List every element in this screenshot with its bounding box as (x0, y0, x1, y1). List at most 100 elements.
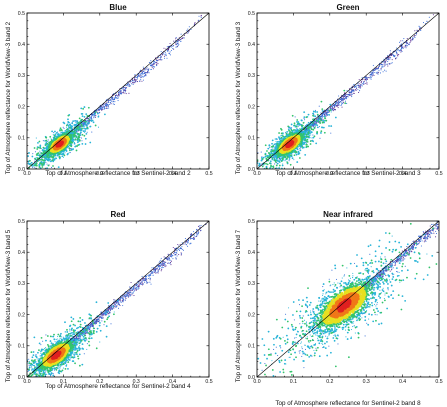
data-point (312, 134, 314, 136)
data-point (72, 148, 74, 150)
data-point (34, 167, 36, 169)
data-point (391, 62, 393, 64)
data-point (345, 95, 347, 97)
data-point (327, 114, 329, 116)
data-point (393, 56, 396, 58)
data-point (103, 108, 105, 110)
data-point (291, 157, 294, 160)
data-point (141, 76, 144, 78)
data-point (375, 72, 377, 74)
data-point (272, 147, 274, 149)
data-point (401, 46, 404, 48)
data-point (354, 89, 357, 91)
data-point (164, 51, 166, 53)
data-point (323, 109, 325, 111)
data-point (81, 115, 84, 118)
data-point (67, 114, 70, 117)
data-point (82, 130, 85, 133)
data-point (51, 130, 53, 133)
data-point (152, 68, 154, 70)
data-point (382, 61, 384, 63)
data-point (47, 156, 50, 159)
data-point (153, 60, 155, 62)
data-point (67, 118, 69, 121)
data-point (73, 124, 76, 126)
data-point (40, 152, 43, 155)
data-point (99, 108, 101, 110)
data-point (395, 50, 397, 52)
data-point (134, 73, 136, 76)
data-point (432, 14, 434, 16)
data-point (316, 126, 319, 129)
data-point (390, 52, 392, 54)
data-point (137, 75, 139, 77)
data-point (395, 52, 397, 54)
data-point (113, 92, 115, 95)
data-point (32, 166, 34, 169)
y-tick-label: 0.0 (18, 167, 25, 173)
data-point (85, 132, 88, 135)
y-tick-label: 0.3 (18, 73, 25, 79)
data-point (346, 93, 348, 95)
data-point (338, 98, 341, 100)
data-point (82, 123, 84, 125)
data-point (58, 153, 60, 156)
data-point (73, 142, 76, 145)
data-point (272, 152, 275, 155)
data-point (88, 118, 91, 121)
data-point (69, 144, 71, 147)
data-point (17, 156, 19, 158)
data-point (46, 163, 48, 165)
data-point (14, 180, 16, 182)
data-point (13, 164, 15, 166)
data-point (146, 72, 148, 74)
data-point (338, 95, 340, 97)
data-point (357, 86, 359, 88)
data-point (396, 54, 398, 56)
data-point (324, 111, 326, 113)
data-point (354, 86, 356, 88)
data-point (275, 140, 277, 142)
data-point (45, 161, 47, 164)
data-point (299, 147, 301, 149)
data-point (61, 153, 64, 156)
data-point (36, 148, 39, 150)
data-point (171, 45, 174, 47)
data-point (93, 113, 96, 116)
data-point (37, 172, 39, 174)
data-point (52, 156, 55, 159)
data-point (402, 47, 404, 49)
data-point (384, 64, 386, 66)
data-point (428, 16, 430, 18)
data-point (91, 131, 93, 133)
data-point (333, 107, 335, 109)
data-point (303, 111, 306, 114)
data-point (103, 107, 105, 109)
data-point (159, 58, 162, 60)
data-point (397, 55, 399, 57)
data-point (117, 97, 119, 99)
data-point (384, 65, 386, 67)
data-point (78, 136, 81, 139)
data-point (362, 78, 364, 80)
data-point (49, 135, 52, 138)
data-point (32, 153, 34, 155)
data-point (41, 156, 44, 159)
data-point (147, 69, 149, 72)
data-point (97, 108, 100, 110)
data-point (47, 154, 50, 157)
data-point (136, 81, 139, 83)
data-point (319, 137, 321, 139)
data-point (81, 142, 84, 145)
data-point (322, 126, 325, 129)
data-point (330, 125, 333, 127)
data-point (343, 98, 345, 100)
data-point (143, 72, 146, 74)
data-point (391, 53, 394, 55)
data-point (77, 133, 80, 136)
data-point (68, 129, 71, 132)
data-point (121, 88, 123, 90)
data-point (130, 83, 132, 85)
data-point (54, 133, 57, 136)
data-point (45, 158, 48, 161)
